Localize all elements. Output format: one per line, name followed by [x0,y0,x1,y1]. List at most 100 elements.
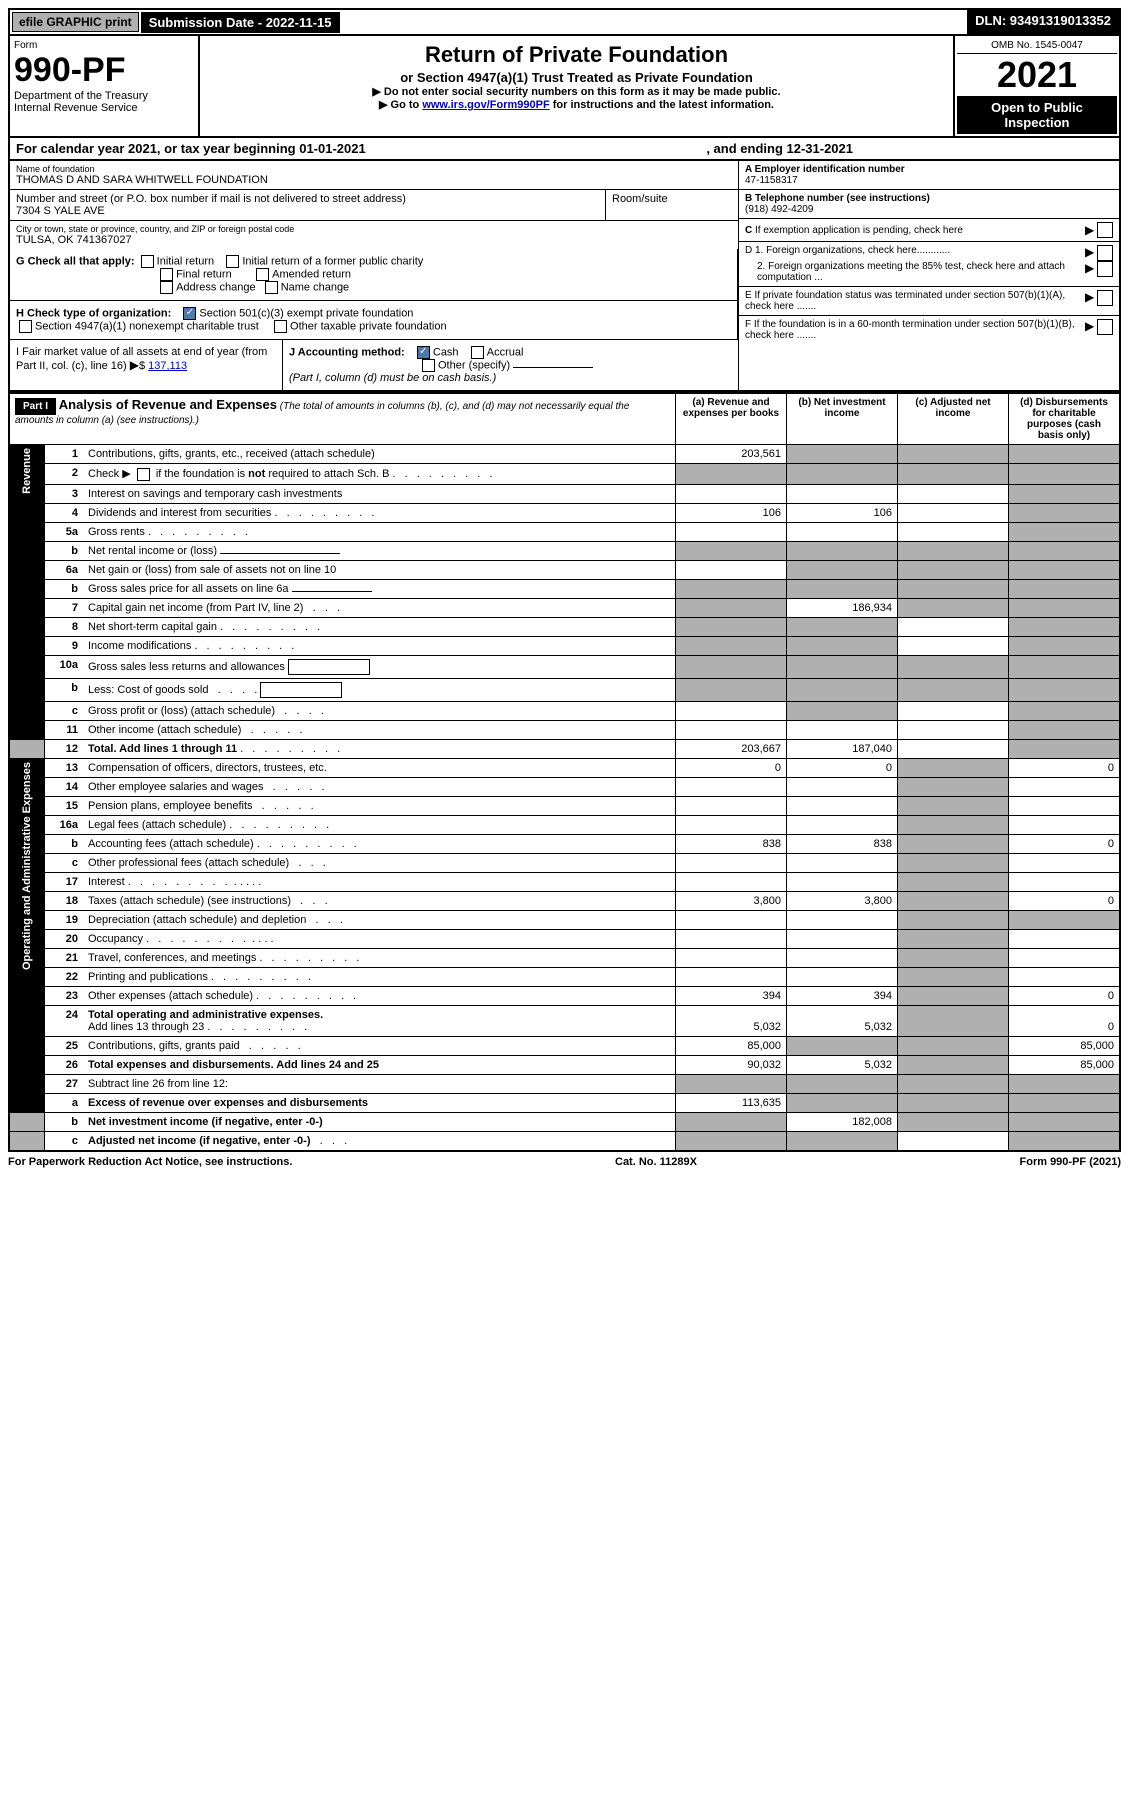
footer-left: For Paperwork Reduction Act Notice, see … [8,1156,292,1168]
row-4-a: 106 [676,503,787,522]
row-13-d: 0 [1009,758,1121,777]
row-5a-num: 5a [45,522,84,541]
name-change-checkbox[interactable] [265,281,278,294]
h-other-checkbox[interactable] [274,320,287,333]
row-4-b: 106 [787,503,898,522]
efile-print-button[interactable]: efile GRAPHIC print [12,12,139,32]
name-change-label: Name change [281,281,350,293]
room-suite-label: Room/suite [612,193,732,205]
row-16b-desc: Accounting fees (attach schedule) [83,834,676,853]
ein-label: A Employer identification number [745,164,905,175]
e-checkbox[interactable] [1097,290,1113,306]
h-other-label: Other taxable private foundation [290,320,447,332]
c-checkbox[interactable] [1097,222,1113,238]
row-6a-num: 6a [45,560,84,579]
row-23-num: 23 [45,986,84,1005]
row-14-num: 14 [45,777,84,796]
final-return-checkbox[interactable] [160,268,173,281]
fmv-value[interactable]: 137,113 [148,360,187,372]
h-501c3-label: Section 501(c)(3) exempt private foundat… [199,307,413,319]
row-1-desc: Contributions, gifts, grants, etc., rece… [83,445,676,464]
submission-date: Submission Date - 2022-11-15 [141,12,340,33]
row-24-b: 5,032 [787,1005,898,1036]
row-5b-num: b [45,541,84,560]
row-14-desc: Other employee salaries and wages . . . … [83,777,676,796]
row-23-desc: Other expenses (attach schedule) [83,986,676,1005]
row-13-desc: Compensation of officers, directors, tru… [83,758,676,777]
amended-return-label: Amended return [272,268,351,280]
j-other-label: Other (specify) [438,359,510,371]
calendar-begin: For calendar year 2021, or tax year begi… [16,141,366,156]
row-22-desc: Printing and publications [83,967,676,986]
j-accrual-checkbox[interactable] [471,346,484,359]
col-b-header: (b) Net investment income [787,393,898,445]
footer: For Paperwork Reduction Act Notice, see … [8,1152,1121,1168]
part1-table: Part I Analysis of Revenue and Expenses … [8,392,1121,1152]
amended-return-checkbox[interactable] [256,268,269,281]
row-5a-desc: Gross rents [83,522,676,541]
row-12-num: 12 [45,739,84,758]
row-12-desc: Total. Add lines 1 through 11 [83,739,676,758]
row-17-num: 17 [45,872,84,891]
row-27b-desc: Net investment income (if negative, ente… [83,1112,676,1131]
row-18-b: 3,800 [787,891,898,910]
d2-checkbox[interactable] [1097,261,1113,277]
row-21-num: 21 [45,948,84,967]
j-note: (Part I, column (d) must be on cash basi… [289,372,496,384]
row-18-d: 0 [1009,891,1121,910]
initial-return-checkbox[interactable] [141,255,154,268]
omb-number: OMB No. 1545-0047 [957,38,1117,54]
d1-checkbox[interactable] [1097,245,1113,261]
city-label: City or town, state or province, country… [16,224,732,234]
ein-value: 47-1158317 [745,175,798,186]
row-9-num: 9 [45,636,84,655]
i-label: I Fair market value of all assets at end… [16,346,267,372]
part1-label: Part I [15,398,56,415]
row-7-desc: Capital gain net income (from Part IV, l… [83,598,676,617]
schb-checkbox[interactable] [137,468,150,481]
open-to-public: Open to Public Inspection [957,96,1117,134]
col-a-header: (a) Revenue and expenses per books [676,393,787,445]
j-accrual-label: Accrual [487,346,524,358]
j-other-checkbox[interactable] [422,359,435,372]
footer-formref: Form 990-PF (2021) [1020,1156,1122,1168]
j-label: J Accounting method: [289,346,405,358]
row-15-num: 15 [45,796,84,815]
row-6a-desc: Net gain or (loss) from sale of assets n… [83,560,676,579]
h-501c3-checkbox[interactable] [183,307,196,320]
row-27c-num: c [45,1131,84,1151]
form990pf-link[interactable]: www.irs.gov/Form990PF [422,99,549,111]
address-change-checkbox[interactable] [160,281,173,294]
header-right: OMB No. 1545-0047 2021 Open to Public In… [953,36,1119,136]
row-11-num: 11 [45,720,84,739]
row-16a-desc: Legal fees (attach schedule) [83,815,676,834]
row-10c-desc: Gross profit or (loss) (attach schedule)… [83,701,676,720]
row-27-desc: Subtract line 26 from line 12: [83,1074,676,1093]
j-cash-checkbox[interactable] [417,346,430,359]
phone-label: B Telephone number (see instructions) [745,193,930,204]
row-3-num: 3 [45,484,84,503]
street-label: Number and street (or P.O. box number if… [16,193,599,205]
f-label: F If the foundation is in a 60-month ter… [745,319,1085,341]
row-13-num: 13 [45,758,84,777]
f-checkbox[interactable] [1097,319,1113,335]
row-25-a: 85,000 [676,1036,787,1055]
row-2-desc: Check ▶ if the foundation is not require… [83,464,676,485]
header-center: Return of Private Foundation or Section … [200,36,953,136]
row-10a-desc: Gross sales less returns and allowances [83,655,676,678]
form-label: Form [14,40,194,51]
row-26-num: 26 [45,1055,84,1074]
row-27a-a: 113,635 [676,1093,787,1112]
row-27-num: 27 [45,1074,84,1093]
topbar: efile GRAPHIC print Submission Date - 20… [8,8,1121,36]
row-3-desc: Interest on savings and temporary cash i… [83,484,676,503]
row-24-a: 5,032 [676,1005,787,1036]
row-16b-num: b [45,834,84,853]
address-change-label: Address change [176,281,256,293]
h-4947-checkbox[interactable] [19,320,32,333]
row-10b-desc: Less: Cost of goods sold . . . . [83,678,676,701]
row-1-a: 203,561 [676,445,787,464]
row-4-desc: Dividends and interest from securities [83,503,676,522]
row-16a-num: 16a [45,815,84,834]
initial-former-checkbox[interactable] [226,255,239,268]
